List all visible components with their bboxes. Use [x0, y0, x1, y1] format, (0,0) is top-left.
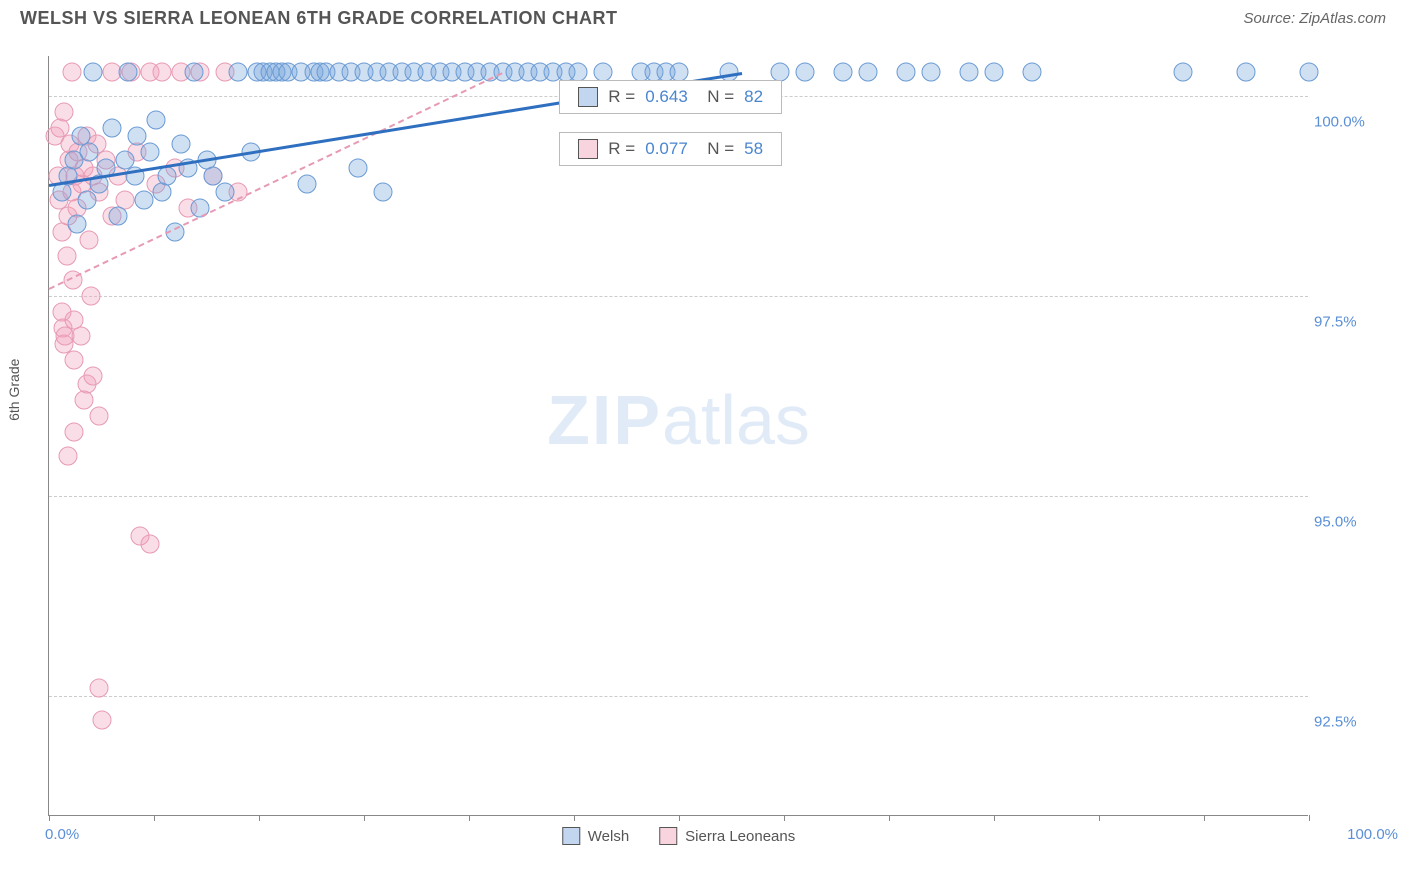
- data-point-sierra: [62, 63, 81, 82]
- data-point-welsh: [298, 175, 317, 194]
- data-point-welsh: [770, 63, 789, 82]
- stats-n-label: N =: [698, 87, 734, 107]
- stats-n-label: N =: [698, 139, 734, 159]
- data-point-welsh: [985, 63, 1004, 82]
- plot-area: ZIPatlas 0.0% 100.0% Welsh Sierra Leonea…: [48, 56, 1308, 816]
- data-point-welsh: [1300, 63, 1319, 82]
- data-point-welsh: [84, 63, 103, 82]
- data-point-welsh: [229, 63, 248, 82]
- data-point-welsh: [348, 159, 367, 178]
- x-tick: [1309, 815, 1310, 821]
- stats-swatch: [578, 139, 598, 159]
- data-point-welsh: [1174, 63, 1193, 82]
- data-point-welsh: [184, 63, 203, 82]
- data-point-sierra: [140, 535, 159, 554]
- legend-label: Sierra Leoneans: [685, 828, 795, 845]
- x-tick: [364, 815, 365, 821]
- y-axis-label: 6th Grade: [6, 359, 22, 421]
- x-tick: [574, 815, 575, 821]
- stats-n-value: 58: [744, 139, 763, 159]
- x-max-label: 100.0%: [1347, 826, 1398, 843]
- y-tick-label: 95.0%: [1314, 514, 1380, 531]
- data-point-sierra: [153, 63, 172, 82]
- data-point-welsh: [140, 143, 159, 162]
- stats-swatch: [578, 87, 598, 107]
- data-point-welsh: [203, 167, 222, 186]
- data-point-welsh: [569, 63, 588, 82]
- data-point-welsh: [859, 63, 878, 82]
- data-point-welsh: [103, 119, 122, 138]
- data-point-sierra: [71, 327, 90, 346]
- x-tick: [49, 815, 50, 821]
- chart-source: Source: ZipAtlas.com: [1243, 10, 1386, 27]
- data-point-welsh: [796, 63, 815, 82]
- data-point-welsh: [109, 207, 128, 226]
- x-tick: [679, 815, 680, 821]
- gridline: [49, 496, 1308, 497]
- data-point-sierra: [65, 351, 84, 370]
- data-point-sierra: [51, 119, 70, 138]
- legend-swatch-sierra: [659, 827, 677, 845]
- y-tick-label: 97.5%: [1314, 314, 1380, 331]
- data-point-welsh: [119, 63, 138, 82]
- data-point-sierra: [90, 679, 109, 698]
- stats-r-value: 0.643: [645, 87, 688, 107]
- stats-box-welsh: R = 0.643 N = 82: [559, 80, 782, 114]
- legend-item-welsh: Welsh: [562, 827, 629, 845]
- data-point-sierra: [84, 367, 103, 386]
- data-point-welsh: [80, 143, 99, 162]
- stats-r-label: R =: [608, 139, 635, 159]
- data-point-welsh: [1022, 63, 1041, 82]
- gridline: [49, 696, 1308, 697]
- legend-item-sierra: Sierra Leoneans: [659, 827, 795, 845]
- legend-swatch-welsh: [562, 827, 580, 845]
- data-point-sierra: [80, 231, 99, 250]
- stats-box-sierra: R = 0.077 N = 58: [559, 132, 782, 166]
- data-point-welsh: [77, 191, 96, 210]
- data-point-sierra: [65, 423, 84, 442]
- data-point-welsh: [158, 167, 177, 186]
- x-tick: [784, 815, 785, 821]
- data-point-welsh: [216, 183, 235, 202]
- data-point-welsh: [128, 127, 147, 146]
- stats-r-value: 0.077: [645, 139, 688, 159]
- x-tick: [1099, 815, 1100, 821]
- data-point-welsh: [134, 191, 153, 210]
- x-tick: [1204, 815, 1205, 821]
- data-point-sierra: [81, 287, 100, 306]
- stats-r-label: R =: [608, 87, 635, 107]
- data-point-sierra: [57, 247, 76, 266]
- chart-title: WELSH VS SIERRA LEONEAN 6TH GRADE CORREL…: [20, 8, 618, 29]
- x-tick: [994, 815, 995, 821]
- data-point-welsh: [959, 63, 978, 82]
- legend: Welsh Sierra Leoneans: [562, 827, 795, 845]
- data-point-sierra: [90, 407, 109, 426]
- data-point-sierra: [92, 711, 111, 730]
- x-tick: [889, 815, 890, 821]
- y-tick-label: 92.5%: [1314, 714, 1380, 731]
- data-point-sierra: [75, 391, 94, 410]
- x-tick: [469, 815, 470, 821]
- watermark: ZIPatlas: [547, 380, 810, 460]
- data-point-welsh: [172, 135, 191, 154]
- data-point-welsh: [922, 63, 941, 82]
- y-tick-label: 100.0%: [1314, 114, 1380, 131]
- legend-label: Welsh: [588, 828, 629, 845]
- data-point-welsh: [67, 215, 86, 234]
- data-point-welsh: [896, 63, 915, 82]
- data-point-welsh: [373, 183, 392, 202]
- chart-header: WELSH VS SIERRA LEONEAN 6TH GRADE CORREL…: [0, 0, 1406, 33]
- x-min-label: 0.0%: [45, 826, 79, 843]
- data-point-sierra: [58, 447, 77, 466]
- stats-n-value: 82: [744, 87, 763, 107]
- gridline: [49, 296, 1308, 297]
- data-point-welsh: [1237, 63, 1256, 82]
- x-tick: [259, 815, 260, 821]
- data-point-welsh: [147, 111, 166, 130]
- x-tick: [154, 815, 155, 821]
- chart-area: 6th Grade ZIPatlas 0.0% 100.0% Welsh Sie…: [40, 44, 1386, 844]
- data-point-welsh: [670, 63, 689, 82]
- data-point-welsh: [833, 63, 852, 82]
- data-point-welsh: [594, 63, 613, 82]
